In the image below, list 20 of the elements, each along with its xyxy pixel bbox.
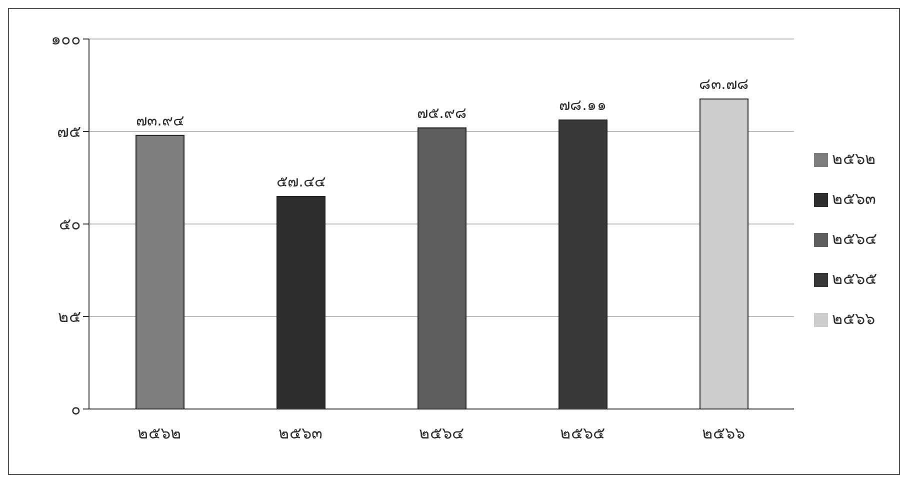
legend-label: ๒๕๖๖ xyxy=(832,309,875,328)
y-tick-label: ๒๕ xyxy=(58,307,81,326)
legend-label: ๒๕๖๒ xyxy=(832,149,876,168)
x-tick-label: ๒๕๖๖ xyxy=(702,423,745,442)
y-tick-label: ๑๐๐ xyxy=(51,30,81,49)
data-label: ๗๕.๙๘ xyxy=(417,104,467,122)
x-tick-label: ๒๕๖๔ xyxy=(419,423,464,442)
x-tick-label: ๒๕๖๒ xyxy=(138,423,182,442)
data-label: ๗๓.๙๔ xyxy=(136,111,184,130)
legend-label: ๒๕๖๓ xyxy=(832,189,876,208)
data-label: ๘๓.๗๘ xyxy=(699,75,749,94)
y-tick-label: ๗๕ xyxy=(57,122,81,142)
data-label: ๗๘.๑๑ xyxy=(559,96,607,114)
legend-label: ๒๕๖๕ xyxy=(832,269,877,288)
legend-label: ๒๕๖๔ xyxy=(832,229,877,248)
data-label: ๕๗.๔๔ xyxy=(276,172,326,190)
x-tick-label: ๒๕๖๓ xyxy=(278,423,322,442)
x-tick-label: ๒๕๖๕ xyxy=(560,423,605,442)
y-tick-label: ๕๐ xyxy=(59,214,81,234)
y-tick-label: ๐ xyxy=(71,400,81,419)
